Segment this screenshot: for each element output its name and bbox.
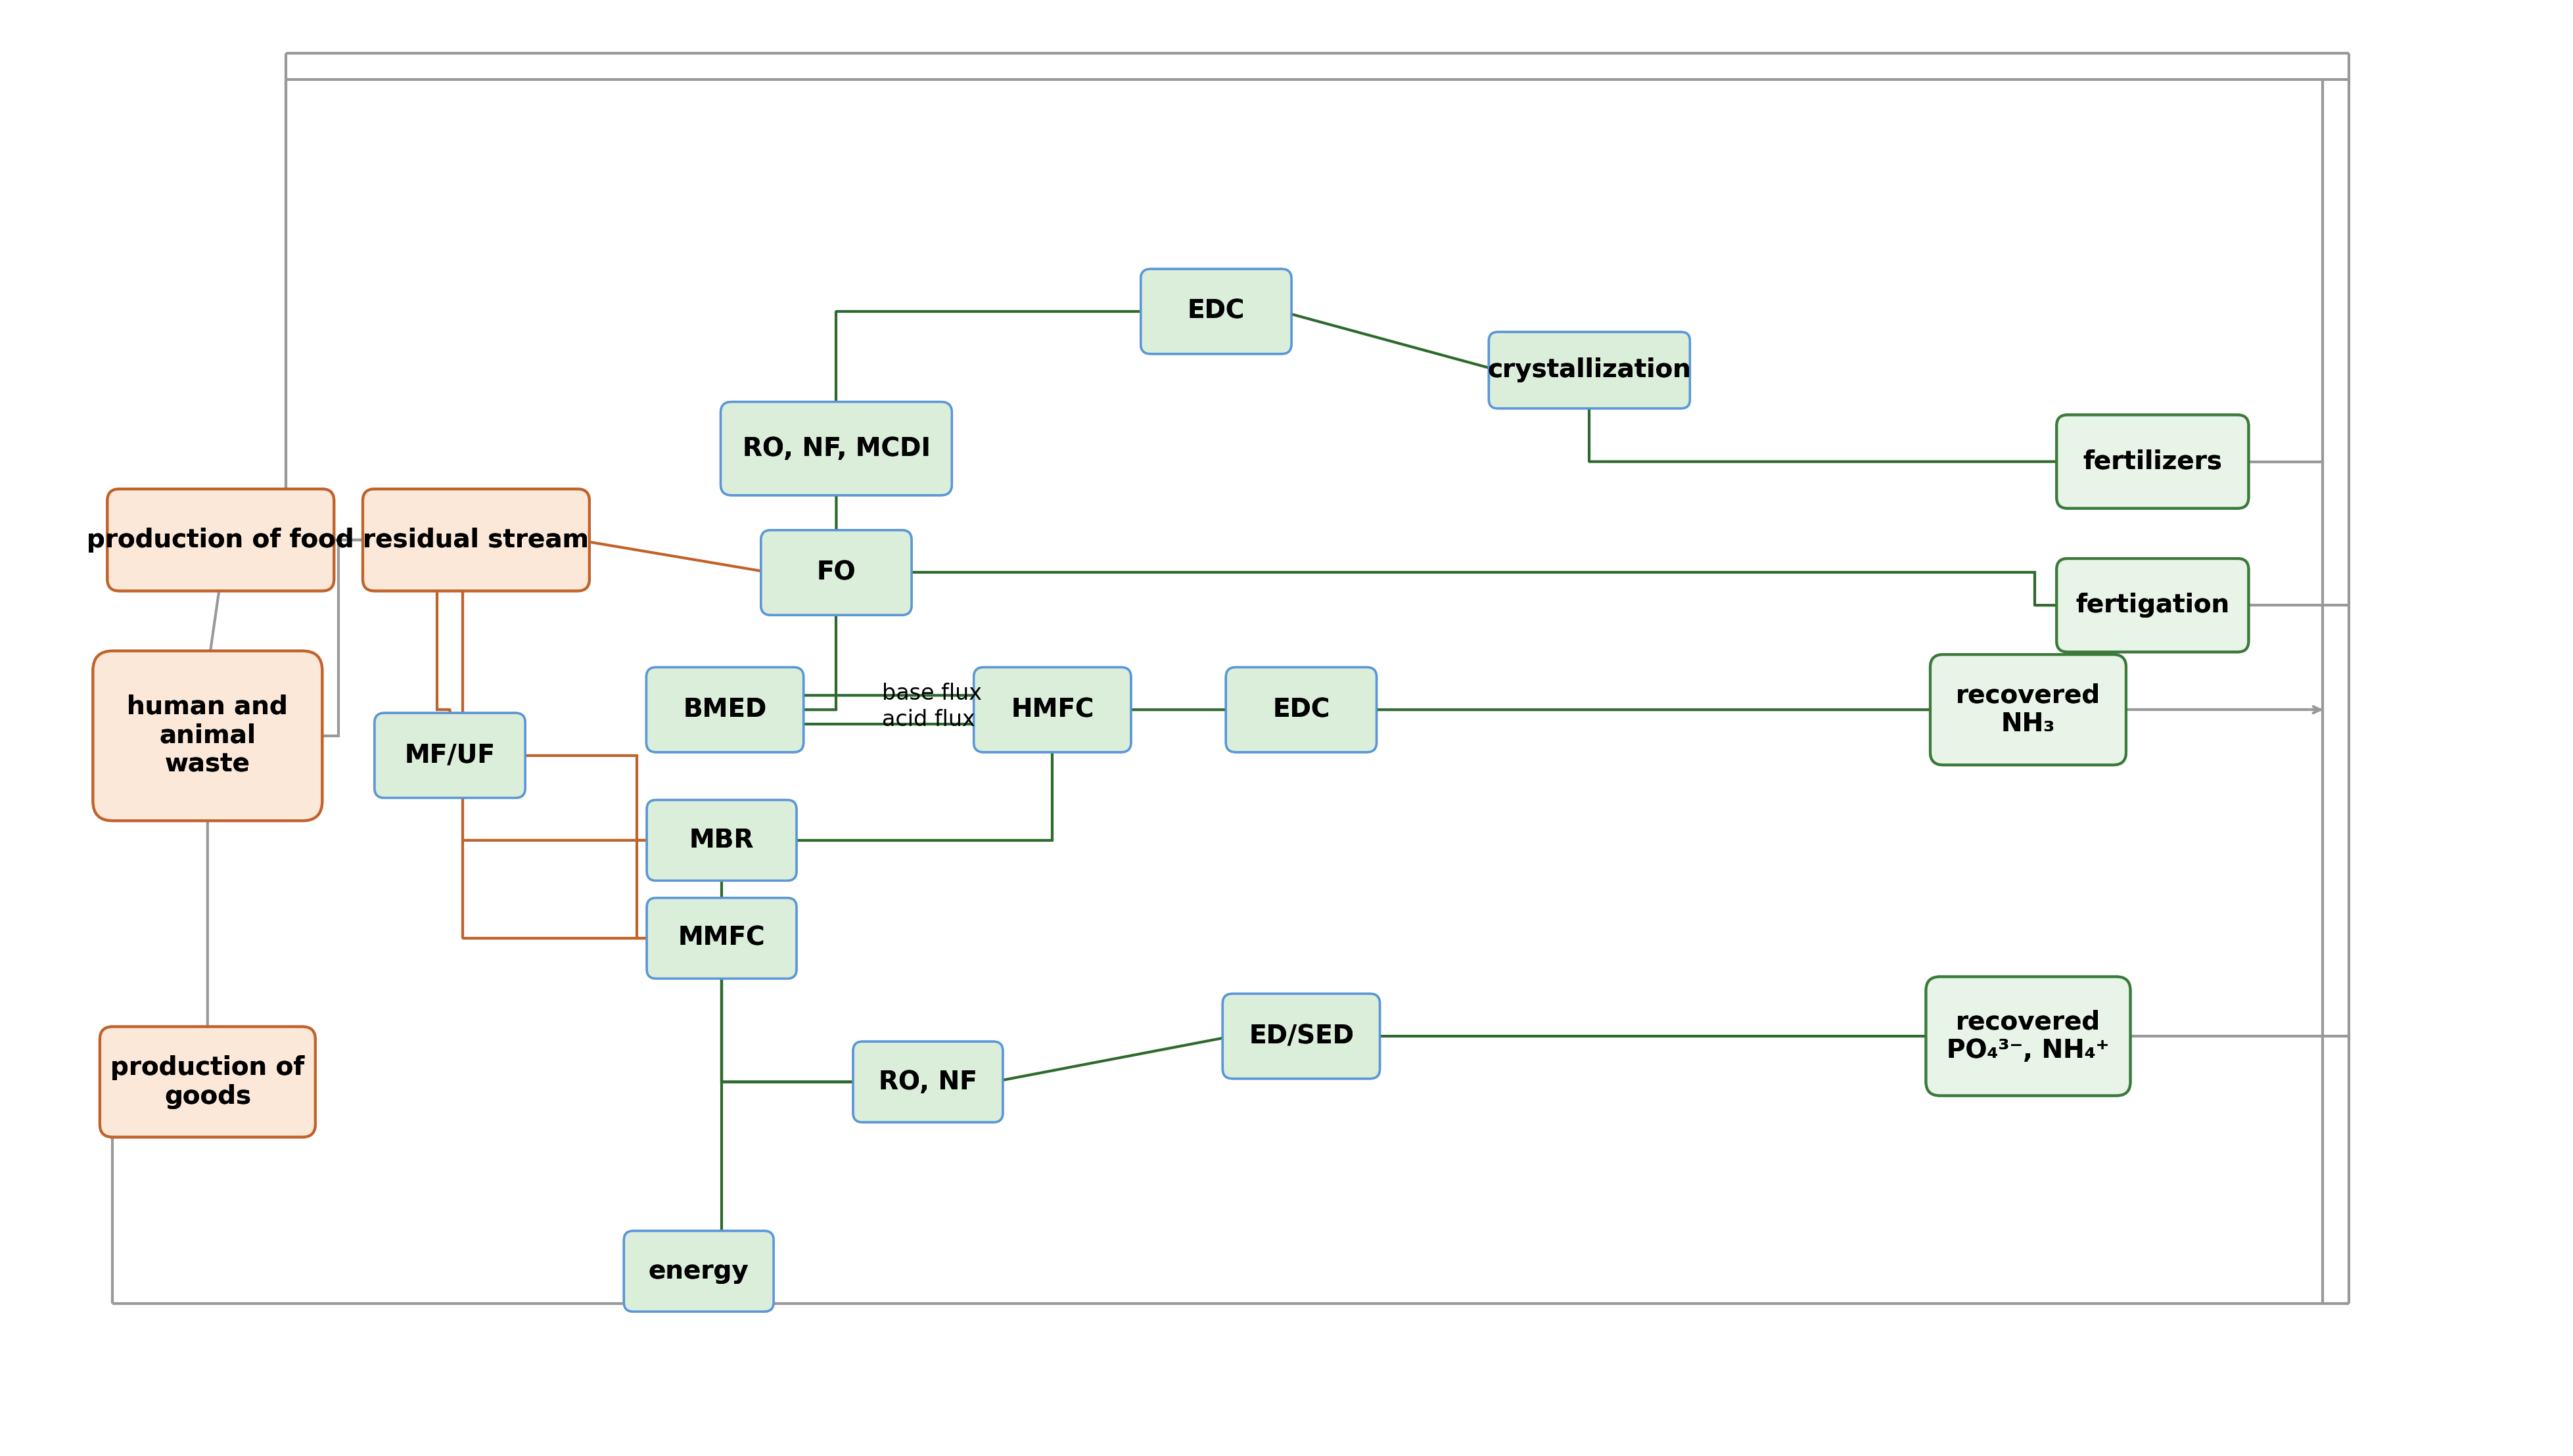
FancyBboxPatch shape: [1140, 269, 1292, 354]
Text: production of food: production of food: [87, 527, 355, 552]
Text: energy: energy: [648, 1259, 749, 1284]
FancyBboxPatch shape: [1222, 994, 1379, 1079]
FancyBboxPatch shape: [108, 489, 334, 591]
Text: HMFC: HMFC: [1011, 697, 1094, 722]
FancyBboxPatch shape: [646, 898, 795, 978]
FancyBboxPatch shape: [1225, 667, 1377, 753]
Text: MF/UF: MF/UF: [404, 743, 494, 767]
FancyBboxPatch shape: [646, 667, 803, 753]
FancyBboxPatch shape: [2056, 415, 2249, 508]
Text: ED/SED: ED/SED: [1248, 1024, 1353, 1048]
FancyBboxPatch shape: [852, 1041, 1003, 1123]
FancyBboxPatch shape: [623, 1230, 774, 1312]
FancyBboxPatch shape: [762, 530, 911, 614]
Text: MBR: MBR: [690, 828, 754, 853]
Text: residual stream: residual stream: [363, 527, 589, 552]
Text: BMED: BMED: [682, 697, 767, 722]
FancyBboxPatch shape: [1487, 332, 1690, 408]
FancyBboxPatch shape: [646, 898, 795, 978]
FancyBboxPatch shape: [93, 651, 322, 821]
FancyBboxPatch shape: [100, 1026, 316, 1137]
Text: recovered
NH₃: recovered NH₃: [1955, 683, 2100, 737]
FancyBboxPatch shape: [100, 1026, 316, 1137]
Text: recovered
NH₃: recovered NH₃: [1955, 683, 2100, 737]
Text: RO, NF: RO, NF: [877, 1069, 978, 1095]
Text: HMFC: HMFC: [1011, 697, 1094, 722]
FancyBboxPatch shape: [108, 489, 334, 591]
Text: MMFC: MMFC: [677, 926, 764, 951]
Text: fertigation: fertigation: [2074, 593, 2228, 617]
FancyBboxPatch shape: [762, 530, 911, 614]
FancyBboxPatch shape: [93, 651, 322, 821]
Text: production of
goods: production of goods: [111, 1056, 304, 1109]
Text: production of
goods: production of goods: [111, 1056, 304, 1109]
Text: ED/SED: ED/SED: [1248, 1024, 1353, 1048]
Text: recovered
PO₄³⁻, NH₄⁺: recovered PO₄³⁻, NH₄⁺: [1945, 1009, 2110, 1063]
Text: crystallization: crystallization: [1487, 358, 1690, 383]
Text: RO, NF: RO, NF: [877, 1069, 978, 1095]
Text: MF/UF: MF/UF: [404, 743, 494, 767]
Text: base flux: base flux: [883, 683, 983, 705]
FancyBboxPatch shape: [720, 402, 952, 495]
FancyBboxPatch shape: [1140, 269, 1292, 354]
Text: recovered
PO₄³⁻, NH₄⁺: recovered PO₄³⁻, NH₄⁺: [1945, 1009, 2110, 1063]
FancyBboxPatch shape: [720, 402, 952, 495]
FancyBboxPatch shape: [2056, 559, 2249, 652]
Text: energy: energy: [648, 1259, 749, 1284]
FancyBboxPatch shape: [973, 667, 1130, 753]
FancyBboxPatch shape: [1222, 994, 1379, 1079]
Text: human and
animal
waste: human and animal waste: [126, 695, 288, 778]
Text: fertilizers: fertilizers: [2082, 448, 2220, 475]
FancyBboxPatch shape: [363, 489, 589, 591]
FancyBboxPatch shape: [1487, 332, 1690, 408]
FancyBboxPatch shape: [376, 713, 525, 798]
FancyBboxPatch shape: [1225, 667, 1377, 753]
FancyBboxPatch shape: [376, 713, 525, 798]
FancyBboxPatch shape: [973, 667, 1130, 753]
FancyBboxPatch shape: [2056, 559, 2249, 652]
FancyBboxPatch shape: [646, 667, 803, 753]
Text: RO, NF, MCDI: RO, NF, MCDI: [741, 435, 929, 462]
FancyBboxPatch shape: [852, 1041, 1003, 1123]
FancyBboxPatch shape: [1925, 977, 2130, 1095]
Text: crystallization: crystallization: [1487, 358, 1690, 383]
Text: EDC: EDC: [1186, 298, 1245, 323]
Text: production of food: production of food: [87, 527, 355, 552]
FancyBboxPatch shape: [363, 489, 589, 591]
FancyBboxPatch shape: [1930, 655, 2125, 764]
FancyBboxPatch shape: [646, 799, 795, 881]
FancyBboxPatch shape: [2056, 415, 2249, 508]
Text: EDC: EDC: [1271, 697, 1330, 722]
Text: EDC: EDC: [1271, 697, 1330, 722]
FancyBboxPatch shape: [646, 799, 795, 881]
FancyBboxPatch shape: [1930, 655, 2125, 764]
Text: acid flux: acid flux: [883, 709, 975, 731]
Text: BMED: BMED: [682, 697, 767, 722]
FancyBboxPatch shape: [623, 1230, 774, 1312]
Text: human and
animal
waste: human and animal waste: [126, 695, 288, 778]
Text: fertigation: fertigation: [2074, 593, 2228, 617]
Text: RO, NF, MCDI: RO, NF, MCDI: [741, 435, 929, 462]
Text: FO: FO: [816, 561, 857, 585]
Text: MMFC: MMFC: [677, 926, 764, 951]
Text: EDC: EDC: [1186, 298, 1245, 323]
Text: FO: FO: [816, 561, 857, 585]
FancyBboxPatch shape: [1925, 977, 2130, 1095]
Text: MBR: MBR: [690, 828, 754, 853]
Text: residual stream: residual stream: [363, 527, 589, 552]
Text: fertilizers: fertilizers: [2082, 448, 2220, 475]
